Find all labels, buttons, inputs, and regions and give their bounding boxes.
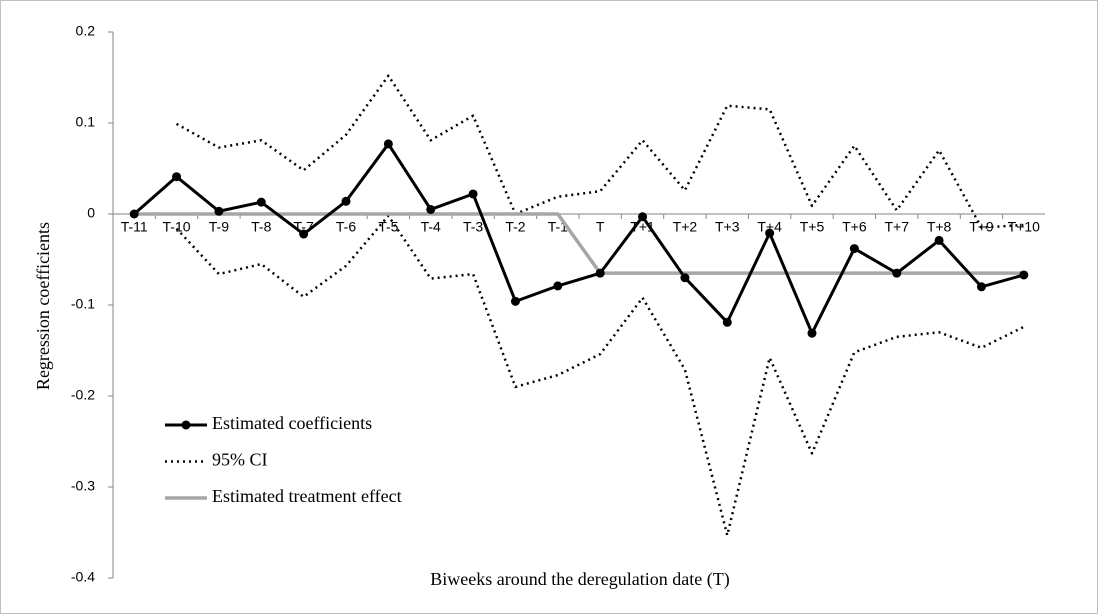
marker — [595, 268, 605, 278]
marker — [172, 172, 182, 182]
x-tick-label: T+10 — [1008, 219, 1041, 235]
marker — [849, 244, 859, 254]
marker — [807, 328, 817, 338]
marker — [510, 296, 520, 306]
x-tick-label: T-9 — [209, 219, 229, 235]
marker — [256, 197, 266, 207]
series-line — [175, 214, 1025, 537]
x-tick-label: T+2 — [673, 219, 698, 235]
y-tick-label: 0 — [87, 205, 95, 221]
legend-marker — [181, 420, 191, 430]
x-tick-label: T-4 — [421, 219, 441, 235]
x-tick-label: T+4 — [757, 219, 782, 235]
x-tick-label: T+5 — [800, 219, 825, 235]
y-tick-label: -0.2 — [71, 387, 95, 403]
marker — [468, 189, 478, 199]
marker — [934, 235, 944, 245]
series-line — [133, 142, 1025, 335]
series-line — [175, 74, 1024, 229]
x-tick-label: T-11 — [121, 219, 148, 235]
legend-label: Estimated coefficients — [212, 413, 372, 433]
x-tick-label: T-8 — [251, 219, 271, 235]
x-tick-label: T-6 — [336, 219, 356, 235]
marker — [341, 196, 351, 206]
y-tick-label: -0.3 — [71, 478, 95, 494]
marker — [638, 212, 648, 222]
legend-label: Estimated treatment effect — [212, 486, 402, 506]
marker — [553, 281, 563, 291]
marker — [765, 228, 775, 238]
x-tick-label: T+6 — [842, 219, 867, 235]
x-tick-label: T-5 — [378, 219, 398, 235]
legend-label: 95% CI — [212, 450, 268, 470]
marker — [892, 268, 902, 278]
marker — [299, 229, 309, 239]
y-tick-label: -0.4 — [71, 569, 95, 585]
y-axis-title: Regression coefficients — [33, 222, 53, 390]
marker — [383, 139, 393, 149]
marker — [1019, 270, 1029, 280]
marker — [214, 206, 224, 216]
y-tick-label: 0.2 — [76, 23, 96, 39]
x-tick-label: T — [596, 219, 605, 235]
marker — [680, 273, 690, 283]
marker — [722, 317, 732, 327]
series-line — [134, 212, 1024, 275]
x-tick-label: T+7 — [884, 219, 909, 235]
x-tick-label: T+8 — [927, 219, 952, 235]
x-tick-label: T-10 — [163, 219, 191, 235]
x-tick-label: T-2 — [505, 219, 525, 235]
x-axis-title: Biweeks around the deregulation date (T) — [430, 569, 729, 590]
y-tick-label: -0.1 — [71, 296, 95, 312]
marker — [976, 282, 986, 292]
marker — [426, 204, 436, 214]
y-tick-label: 0.1 — [76, 114, 96, 130]
x-tick-label: T+3 — [715, 219, 740, 235]
marker — [129, 209, 139, 219]
x-tick-label: T-3 — [463, 219, 483, 235]
